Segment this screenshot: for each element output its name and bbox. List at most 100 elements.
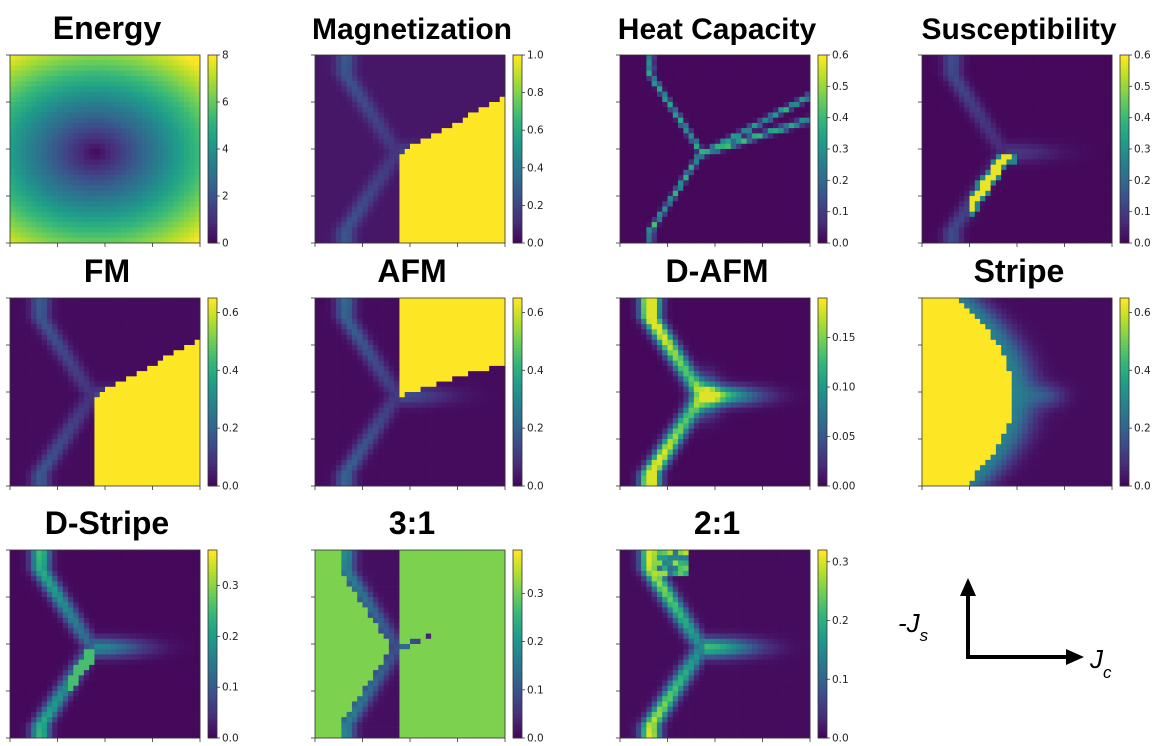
heatmap-cell [136,81,143,87]
heatmap-cell [751,143,758,150]
heatmap-cell [336,154,342,160]
heatmap-cell [105,112,111,119]
colorbar-segment [513,130,522,134]
heatmap-cell [641,96,647,103]
heatmap-cell [715,138,721,145]
heatmap-cell [420,70,427,77]
heatmap-cell [425,232,432,239]
heatmap-cell [351,180,358,186]
heatmap-cell [452,190,458,197]
heatmap-cell [189,154,196,160]
heatmap-cell [699,175,705,181]
heatmap-cell [937,91,944,98]
colorbar-segment [818,64,827,68]
heatmap-cell [651,211,658,218]
colorbar-segment [818,86,827,90]
heatmap-cell [110,227,116,233]
heatmap-cell [431,190,437,197]
heatmap-cell [99,185,106,192]
heatmap-cell [804,143,811,150]
heatmap-cell [704,175,711,181]
heatmap-cell [1032,196,1039,202]
heatmap-cell [927,65,933,72]
heatmap-cell [1027,143,1034,150]
heatmap-cell [68,164,74,171]
heatmap-cell [964,201,970,207]
heatmap-cell [410,211,416,218]
heatmap-cell [452,81,458,87]
heatmap-cell [336,91,342,98]
heatmap-cell [25,175,32,181]
heatmap-cell [110,216,116,223]
heatmap-cell [995,190,1002,197]
heatmap-cell [315,169,321,176]
heatmap-cell [948,70,955,77]
heatmap-cell [373,65,379,72]
heatmap-cell [985,60,991,66]
heatmap-cell [341,143,348,150]
heatmap-cell [36,164,43,171]
heatmap-cell [315,86,321,92]
heatmap-cell [157,175,164,181]
heatmap-cell [325,143,332,150]
heatmap-cell [783,60,790,66]
heatmap-cell [367,190,374,197]
heatmap-cell [630,201,637,207]
heatmap-cell [651,164,658,171]
heatmap-cell [699,185,705,192]
colorbar-tick-label: 0.6 [832,50,849,62]
heatmap-cell [325,86,332,92]
heatmap-cell [1027,96,1034,103]
heatmap-cell [468,81,474,87]
heatmap-cell [373,149,379,155]
heatmap-cell [662,237,668,244]
heatmap-cell [953,232,960,239]
heatmap-cell [478,196,485,202]
heatmap-cell [646,149,653,155]
heatmap-cell [709,149,716,155]
heatmap-cell [120,180,127,186]
heatmap-cell [1032,70,1039,77]
heatmap-cell [783,216,790,223]
heatmap-cell [974,143,981,150]
heatmap-cell [783,185,790,192]
heatmap-cell [683,164,689,171]
heatmap-cell [163,222,169,228]
heatmap-cell [62,133,69,139]
heatmap-cell [478,232,485,239]
heatmap-cell [110,237,116,244]
heatmap-cell [788,201,795,207]
heatmap-cell [147,112,153,119]
heatmap-cell [357,169,363,176]
heatmap-cell [357,65,363,72]
heatmap-cell [943,143,949,150]
heatmap-cell [651,185,658,192]
heatmap-cell [189,175,196,181]
heatmap-cell [1038,122,1044,129]
heatmap-cell [927,169,933,176]
heatmap-cell [415,112,421,119]
colorbar-segment [513,98,522,103]
heatmap-cell [683,185,689,192]
heatmap-cell [725,86,732,92]
heatmap-cell [927,70,933,77]
heatmap-cell [953,81,960,87]
heatmap-cell [126,196,132,202]
heatmap-cell [57,206,64,213]
heatmap-cell [31,122,37,129]
heatmap-cell [478,91,485,98]
heatmap-cell [736,75,742,82]
heatmap-cell [699,222,705,228]
heatmap-cell [441,211,448,218]
heatmap-cell [325,107,332,113]
heatmap-cell [773,138,779,145]
heatmap-cell [351,206,358,213]
heatmap-cell [367,227,374,233]
heatmap-cell [388,169,395,176]
heatmap-cell [922,81,928,87]
heatmap-cell [953,216,960,223]
heatmap-cell [120,75,127,82]
heatmap-cell [943,227,949,233]
heatmap-cell [794,70,800,77]
heatmap-cell [958,175,965,181]
